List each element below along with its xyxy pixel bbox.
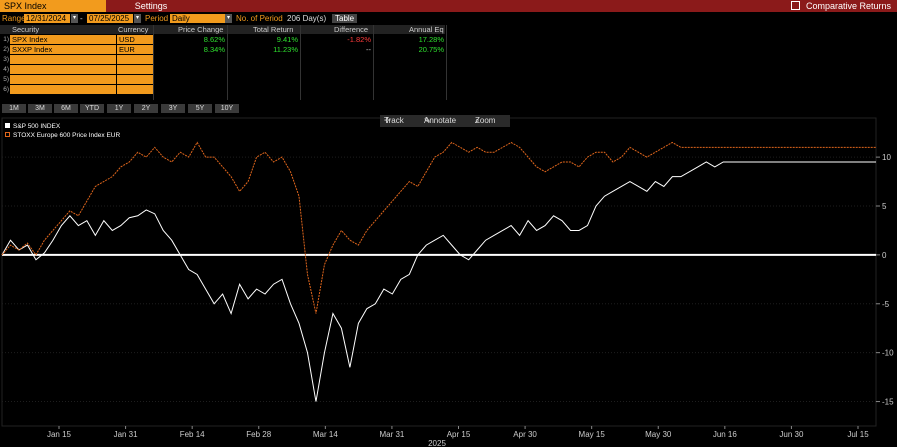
y-tick-label: 0	[882, 251, 887, 260]
period-2y-button[interactable]: 2Y	[134, 104, 158, 113]
security-field[interactable]: SXXP Index	[10, 45, 116, 54]
legend-swatch	[5, 132, 10, 137]
price-change-value: 8.62%	[203, 35, 225, 44]
x-year-label: 2025	[428, 439, 446, 447]
x-tick-label: Apr 15	[447, 430, 471, 439]
col-difference: Difference	[334, 25, 369, 34]
y-tick-label: -15	[882, 398, 894, 407]
chart-toolbar: ✛ Track ✎ Annotate ⌕ Zoom	[380, 115, 510, 127]
controls-row: Range 12/31/2024 ▾ - 07/25/2025 ▾ Period…	[0, 13, 897, 24]
table-button[interactable]: Table	[332, 14, 358, 23]
currency-field[interactable]: USD	[117, 35, 153, 44]
crosshair-icon: ✛	[384, 116, 391, 125]
chevron-down-icon[interactable]: ▾	[225, 14, 232, 23]
range-start-field[interactable]: 12/31/2024	[24, 14, 70, 23]
x-tick-label: Jan 15	[47, 430, 72, 439]
y-tick-label: 5	[882, 202, 887, 211]
x-tick-label: Jun 30	[779, 430, 804, 439]
stoxx600-series-line	[1, 141, 876, 314]
x-tick-label: Feb 14	[180, 430, 205, 439]
range-start-calendar-icon[interactable]: ▾	[71, 14, 78, 23]
tab-settings[interactable]: Settings	[134, 1, 168, 11]
security-field[interactable]	[10, 85, 116, 94]
currency-field[interactable]: EUR	[117, 45, 153, 54]
range-end-field[interactable]: 07/25/2025	[87, 14, 133, 23]
total-return-value: 11.23%	[273, 45, 298, 54]
currency-field[interactable]	[117, 65, 153, 74]
legend-swatch	[5, 123, 10, 128]
period-1y-button[interactable]: 1Y	[107, 104, 131, 113]
y-tick-label: 10	[882, 153, 891, 162]
legend-item[interactable]: S&P 500 INDEX	[5, 122, 120, 131]
period-ytd-button[interactable]: YTD	[80, 104, 104, 113]
currency-field[interactable]	[117, 85, 153, 94]
annual-eq-value: 20.75%	[418, 45, 444, 54]
col-annual-eq: Annual Eq	[409, 25, 444, 34]
comparative-returns-label: Comparative Returns	[805, 1, 891, 11]
title-bar: SPX Index Settings Comparative Returns	[0, 0, 897, 12]
x-tick-label: Mar 31	[379, 430, 404, 439]
security-field[interactable]	[10, 55, 116, 64]
x-tick-label: Feb 28	[246, 430, 271, 439]
legend-item[interactable]: STOXX Europe 600 Price Index EUR	[5, 131, 120, 140]
annual-eq-value: 17.28%	[418, 35, 444, 44]
y-tick-label: -5	[882, 300, 890, 309]
pencil-icon: ✎	[424, 116, 431, 125]
table-header: Security Currency Price Change Total Ret…	[0, 25, 445, 34]
x-tick-label: Jan 31	[114, 430, 139, 439]
x-tick-label: May 15	[579, 430, 606, 439]
x-tick-label: Apr 30	[513, 430, 537, 439]
nperiod-label: No. of Period	[236, 14, 283, 23]
range-end-calendar-icon[interactable]: ▾	[134, 14, 141, 23]
period-5y-button[interactable]: 5Y	[188, 104, 212, 113]
security-field[interactable]	[10, 65, 116, 74]
comparative-returns-link[interactable]: Comparative Returns	[790, 0, 891, 12]
period-3y-button[interactable]: 3Y	[161, 104, 185, 113]
sp500-series-line	[1, 161, 876, 402]
security-field[interactable]	[10, 75, 116, 84]
currency-field[interactable]	[117, 75, 153, 84]
difference-value: --	[366, 45, 371, 54]
external-link-icon	[790, 1, 800, 10]
chart-legend: S&P 500 INDEX STOXX Europe 600 Price Ind…	[5, 122, 120, 140]
currency-field[interactable]	[117, 55, 153, 64]
total-return-value: 9.41%	[276, 35, 298, 44]
price-change-value: 8.34%	[203, 45, 225, 54]
period-label: Period	[145, 14, 169, 23]
col-price-change: Price Change	[178, 25, 224, 34]
plot-frame	[1, 117, 877, 427]
x-tick-label: Jun 16	[713, 430, 738, 439]
tab-security[interactable]: SPX Index	[0, 0, 106, 12]
y-tick-label: -10	[882, 349, 894, 358]
magnifier-icon: ⌕	[475, 116, 480, 125]
col-security: Security	[12, 25, 40, 34]
range-separator: -	[80, 14, 83, 23]
period-3m-button[interactable]: 3M	[28, 104, 52, 113]
period-6m-button[interactable]: 6M	[54, 104, 78, 113]
x-tick-label: Mar 14	[313, 430, 338, 439]
x-tick-label: May 30	[645, 430, 672, 439]
x-tick-label: Jul 15	[847, 430, 869, 439]
security-field[interactable]: SPX Index	[10, 35, 116, 44]
period-10y-button[interactable]: 10Y	[215, 104, 239, 113]
difference-value: -1.82%	[347, 35, 371, 44]
period-select[interactable]: Daily	[170, 14, 225, 23]
range-label: Range	[2, 14, 26, 23]
period-1m-button[interactable]: 1M	[2, 104, 26, 113]
nperiod-value: 206 Day(s)	[287, 14, 327, 23]
col-currency: Currency	[118, 25, 149, 34]
col-total-return: Total Return	[253, 25, 294, 34]
